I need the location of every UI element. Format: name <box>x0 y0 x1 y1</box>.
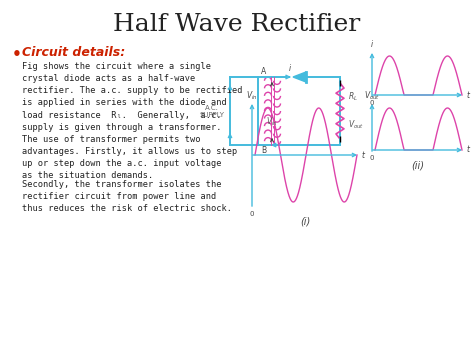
Text: $V_{out}$: $V_{out}$ <box>364 89 380 102</box>
Text: Half Wave Rectifier: Half Wave Rectifier <box>113 13 361 36</box>
Text: 0: 0 <box>250 211 254 217</box>
Text: Circuit details:: Circuit details: <box>22 46 125 59</box>
Text: A: A <box>261 67 266 76</box>
Polygon shape <box>293 72 306 82</box>
Text: i: i <box>371 40 373 49</box>
Text: t: t <box>362 151 365 159</box>
Text: i: i <box>289 64 291 73</box>
Text: (i): (i) <box>300 216 310 226</box>
Text: Fig shows the circuit where a single
crystal diode acts as a half-wave
rectifier: Fig shows the circuit where a single cry… <box>22 62 243 132</box>
Text: $V_{in}$: $V_{in}$ <box>246 89 258 102</box>
Text: A.C.: A.C. <box>205 105 219 111</box>
Text: $R_L$: $R_L$ <box>348 91 358 103</box>
Text: The use of transformer permits two
advantages. Firstly, it allows us to step
up : The use of transformer permits two advan… <box>22 135 237 180</box>
Text: t: t <box>467 146 470 154</box>
Text: 0: 0 <box>370 155 374 161</box>
Text: SUPPLY: SUPPLY <box>200 112 225 118</box>
Text: $V_{in}$: $V_{in}$ <box>266 115 278 127</box>
Text: •: • <box>12 47 22 62</box>
Text: B: B <box>261 146 266 155</box>
Text: (ii): (ii) <box>411 161 424 171</box>
Text: $V_{out}$: $V_{out}$ <box>348 119 364 131</box>
Text: 0: 0 <box>370 100 374 106</box>
Text: t: t <box>467 91 470 99</box>
Text: Secondly, the transformer isolates the
rectifier circuit from power line and
thu: Secondly, the transformer isolates the r… <box>22 180 232 213</box>
